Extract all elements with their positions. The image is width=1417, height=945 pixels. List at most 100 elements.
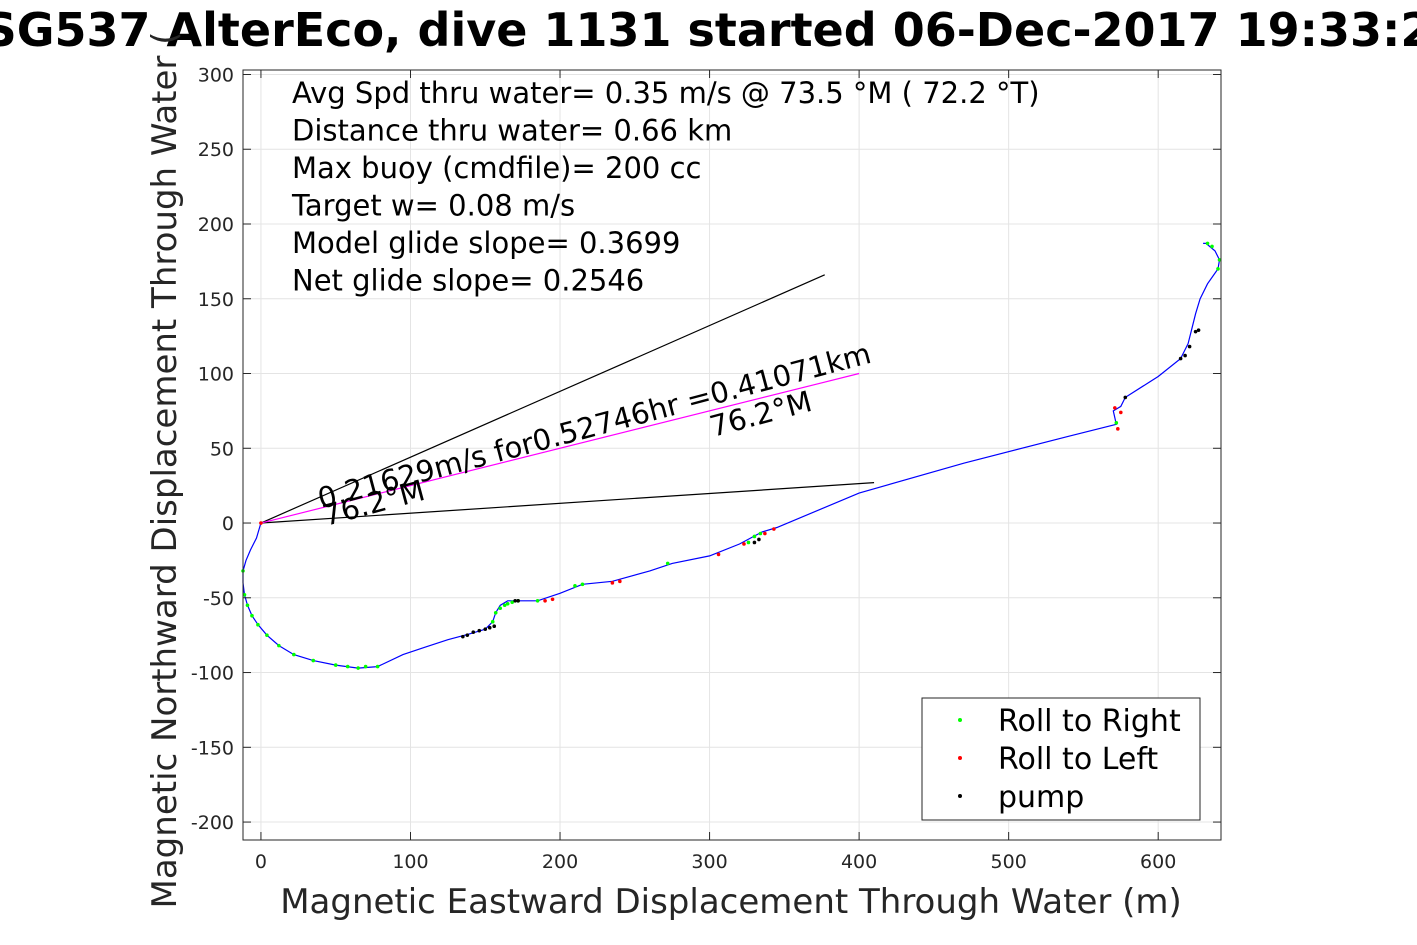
roll-to-right-point: [1210, 244, 1214, 249]
y-tick-label: 150: [198, 289, 234, 311]
roll-to-right-point: [510, 600, 514, 605]
roll-to-right-point: [250, 613, 254, 618]
roll-to-left-point: [543, 598, 547, 603]
roll-to-right-point: [333, 663, 338, 667]
pump-point: [757, 537, 761, 542]
roll-to-right-point: [580, 582, 585, 587]
roll-to-right-point: [363, 664, 368, 669]
roll-to-right-point: [665, 561, 670, 566]
plot-frame: [242, 69, 1222, 841]
pump-point: [752, 540, 757, 545]
roll-to-right-point: [1217, 258, 1222, 262]
roll-to-right-point: [292, 652, 296, 657]
roll-to-right-point: [758, 531, 763, 536]
legend-label-roll-to-right: Roll to Right: [998, 704, 1181, 739]
roll-to-right-point: [375, 664, 380, 669]
chart-title: SG537 AlterEco, dive 1131 started 06-Dec…: [0, 3, 1417, 57]
axis-ticks: 0 100 200 300 400 500 600 -200 -150 -100 -50 0 50 100…: [191, 64, 1221, 873]
x-tick-label: 500: [991, 851, 1027, 873]
roll-to-right-point: [256, 622, 260, 627]
y-tick-label: -100: [191, 663, 234, 685]
roll-to-right-point: [573, 584, 577, 588]
pump-point: [461, 634, 465, 639]
pump-point: [516, 598, 520, 603]
roll-to-right-point: [535, 598, 540, 603]
pump-point: [471, 630, 476, 634]
legend-label-roll-to-left: Roll to Left: [998, 742, 1158, 777]
x-axis-label: Magnetic Eastward Displacement Through W…: [280, 882, 1182, 922]
y-tick-label: -50: [203, 588, 234, 610]
roll-to-left-point: [742, 542, 746, 546]
dive-stat-line: Target w= 0.08 m/s: [291, 189, 575, 223]
legend-marker-roll-to-left: [958, 756, 962, 760]
x-tick-label: 300: [691, 851, 727, 873]
track-layer: [242, 242, 1221, 669]
x-tick-label: 0: [255, 851, 267, 873]
y-tick-label: 50: [210, 438, 234, 460]
roll-to-right-point: [490, 619, 495, 624]
roll-to-left-point: [716, 552, 721, 557]
pump-point: [1187, 344, 1192, 349]
y-tick-label: 0: [222, 513, 234, 535]
pump-point: [477, 628, 482, 633]
pump-point: [483, 627, 488, 631]
dive-stat-line: Avg Spd thru water= 0.35 m/s @ 73.5 °M (…: [292, 76, 1040, 110]
pump-point: [1178, 356, 1183, 361]
dive-stat-line: Net glide slope= 0.2546: [292, 264, 644, 298]
pump-point: [1123, 395, 1128, 400]
glide-line-upper: [260, 274, 825, 524]
roll-to-left-point: [772, 527, 776, 531]
roll-to-right-point: [752, 534, 757, 539]
roll-to-right-point: [245, 603, 250, 608]
pump-point: [1193, 329, 1198, 334]
y-tick-label: 100: [198, 364, 234, 386]
roll-to-left-point: [763, 531, 767, 536]
reference-lines: [260, 274, 875, 524]
pump-point: [465, 633, 470, 637]
roll-to-left-point: [550, 597, 555, 602]
roll-to-right-point: [493, 610, 498, 615]
y-tick-label: 300: [198, 64, 234, 86]
glide-line-lower: [260, 482, 875, 524]
y-tick-label: 200: [198, 214, 234, 236]
roll-to-right-point: [498, 606, 503, 611]
roll-to-left-point: [259, 521, 263, 525]
roll-to-right-point: [242, 592, 247, 597]
roll-to-right-point: [265, 633, 269, 637]
pump-point: [487, 625, 492, 630]
legend-marker-pump: [958, 794, 962, 798]
roll-to-left-point: [618, 579, 622, 584]
roll-to-right-point: [345, 664, 350, 669]
y-axis-label: Magnetic Northward Displacement Through …: [145, 32, 185, 909]
roll-to-right-point: [1114, 421, 1119, 425]
current-vector: [260, 372, 860, 524]
legend-marker-roll-to-right: [958, 718, 962, 722]
legend-box: [921, 697, 1201, 821]
dive-stats: Avg Spd thru water= 0.35 m/s @ 73.5 °M (…: [291, 76, 1040, 298]
roll-to-right-point: [277, 643, 281, 648]
roll-to-right-point: [311, 658, 316, 663]
x-tick-label: 600: [1140, 851, 1176, 873]
roll-to-right-point: [1205, 241, 1210, 246]
x-tick-label: 200: [542, 851, 578, 873]
roll-to-right-point: [1216, 267, 1220, 271]
roll-to-right-point: [505, 601, 510, 606]
roll-to-left-point: [610, 581, 615, 585]
pump-point: [492, 624, 497, 628]
roll-to-left-point: [1119, 410, 1123, 415]
x-tick-label: 400: [841, 851, 877, 873]
grid: [243, 70, 1221, 840]
roll-to-right-point: [356, 666, 360, 670]
dive-stat-line: Model glide slope= 0.3699: [292, 226, 680, 260]
pump-point: [513, 598, 517, 603]
y-tick-label: -150: [191, 737, 234, 759]
legend-label-pump: pump: [998, 780, 1084, 815]
glider-track: [242, 242, 1221, 669]
dive-stat-line: Distance thru water= 0.66 km: [292, 114, 732, 148]
x-tick-label: 100: [392, 851, 428, 873]
y-tick-label: 250: [198, 139, 234, 161]
pump-point: [1183, 353, 1187, 358]
y-tick-label: -200: [191, 812, 234, 834]
